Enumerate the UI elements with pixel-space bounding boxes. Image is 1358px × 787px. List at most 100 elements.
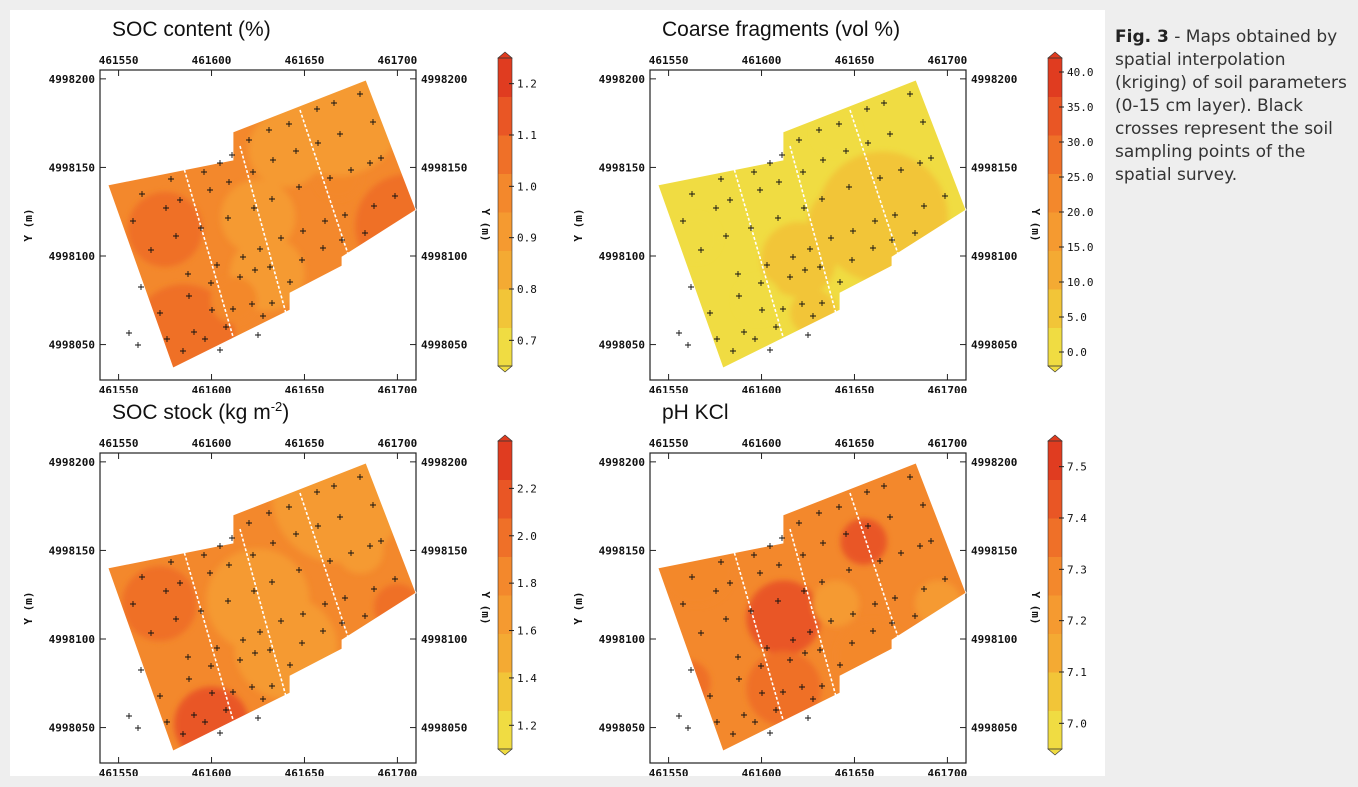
sampling-cross — [698, 630, 704, 636]
sampling-cross — [148, 247, 154, 253]
sampling-cross — [698, 247, 704, 253]
y-tick-label: 4998200 — [971, 456, 1017, 469]
sampling-cross — [138, 284, 144, 290]
colorbar-tick-label: 20.0 — [1067, 206, 1094, 219]
y-axis-title-right: Y (m) — [479, 591, 492, 624]
colorbar-tick-label: 10.0 — [1067, 276, 1094, 289]
colorbar-cap — [497, 51, 513, 59]
sampling-cross — [299, 257, 305, 263]
x-tick-label: 461650 — [285, 437, 325, 450]
y-axis-title: Y (m) — [572, 208, 585, 241]
sampling-cross — [779, 152, 785, 158]
contour-zone — [673, 215, 720, 262]
colorbar-outline — [497, 57, 513, 367]
colorbar-tick-label: 7.2 — [1067, 615, 1087, 628]
sampling-cross — [246, 520, 252, 526]
colorbar-segment — [1048, 289, 1062, 328]
sampling-cross — [780, 306, 786, 312]
sampling-cross — [758, 280, 764, 286]
colorbar-tick-label: 1.2 — [517, 719, 537, 732]
y-tick-label: 4998200 — [971, 73, 1017, 86]
map-panel-soc-stock: SOC stock (kg m-2) 461550 461550 461600 461… — [10, 393, 555, 776]
sampling-cross — [135, 342, 141, 348]
sampling-cross — [942, 193, 948, 199]
sampling-cross — [751, 169, 757, 175]
sampling-cross — [846, 567, 852, 573]
y-tick-label: 4998050 — [971, 339, 1017, 352]
sampling-points — [126, 474, 398, 737]
y-tick-label: 4998050 — [599, 722, 645, 735]
sampling-cross — [775, 598, 781, 604]
sampling-points — [126, 91, 398, 354]
sampling-cross — [767, 160, 773, 166]
field-track — [182, 164, 237, 348]
sampling-cross — [898, 550, 904, 556]
colorbar-segment — [498, 518, 512, 557]
map-svg: 461550 461550 461600 461600 461650 461650 4617… — [22, 434, 537, 776]
sampling-cross — [320, 245, 326, 251]
colorbar-segment — [1048, 710, 1062, 750]
colorbar-segment — [498, 212, 512, 251]
colorbar-segment — [498, 250, 512, 290]
map-svg: 461550 461550 461600 461600 461650 461650 4617… — [572, 434, 1087, 776]
sampling-cross — [130, 601, 136, 607]
sampling-cross — [266, 510, 272, 516]
sampling-cross — [209, 307, 215, 313]
x-tick-label: 461550 — [99, 54, 139, 67]
sampling-cross — [348, 550, 354, 556]
colorbar-tick-label: 0.0 — [1067, 346, 1087, 359]
field-track — [849, 109, 901, 261]
sampling-cross — [817, 647, 823, 653]
sampling-cross — [780, 689, 786, 695]
x-tick-label: 461650 — [285, 54, 325, 67]
sampling-cross — [270, 540, 276, 546]
sampling-cross — [870, 245, 876, 251]
sampling-cross — [723, 233, 729, 239]
sampling-cross — [157, 693, 163, 699]
sampling-cross — [164, 719, 170, 725]
sampling-cross — [757, 570, 763, 576]
sampling-cross — [680, 601, 686, 607]
x-tick-label: 461550 — [99, 437, 139, 450]
field-track — [732, 164, 787, 348]
sampling-cross — [251, 205, 257, 211]
y-tick-label: 4998100 — [599, 250, 645, 263]
field-outline — [107, 462, 417, 752]
colorbar-tick-label: 7.0 — [1067, 717, 1087, 730]
sampling-cross — [730, 348, 736, 354]
x-tick-label: 461600 — [192, 384, 232, 393]
sampling-cross — [816, 510, 822, 516]
x-tick-label: 461700 — [928, 384, 968, 393]
sampling-cross — [870, 628, 876, 634]
sampling-cross — [230, 306, 236, 312]
sampling-cross — [787, 274, 793, 280]
sampling-cross — [173, 616, 179, 622]
sampling-cross — [748, 608, 754, 614]
sampling-cross — [201, 552, 207, 558]
y-tick-label: 4998200 — [421, 456, 467, 469]
sampling-cross — [286, 121, 292, 127]
colorbar-segment — [1048, 479, 1062, 519]
sampling-cross — [378, 538, 384, 544]
sampling-cross — [718, 176, 724, 182]
sampling-cross — [917, 160, 923, 166]
y-tick-label: 4998150 — [49, 161, 95, 174]
x-tick-label: 461650 — [285, 384, 325, 393]
x-tick-label: 461600 — [192, 437, 232, 450]
x-tick-label: 461600 — [192, 767, 232, 776]
x-tick-label: 461550 — [99, 767, 139, 776]
y-tick-label: 4998050 — [599, 339, 645, 352]
sampling-cross — [730, 731, 736, 737]
sampling-cross — [907, 474, 913, 480]
sampling-cross — [201, 169, 207, 175]
sampling-cross — [367, 160, 373, 166]
colorbar-segment — [1048, 212, 1062, 251]
y-tick-label: 4998150 — [49, 544, 95, 557]
colorbar-segment — [498, 595, 512, 634]
sampling-cross — [843, 531, 849, 537]
y-axis-title-right: Y (m) — [1029, 591, 1042, 624]
x-tick-label: 461700 — [378, 437, 418, 450]
sampling-cross — [758, 663, 764, 669]
sampling-cross — [322, 601, 328, 607]
x-tick-label: 461700 — [928, 767, 968, 776]
